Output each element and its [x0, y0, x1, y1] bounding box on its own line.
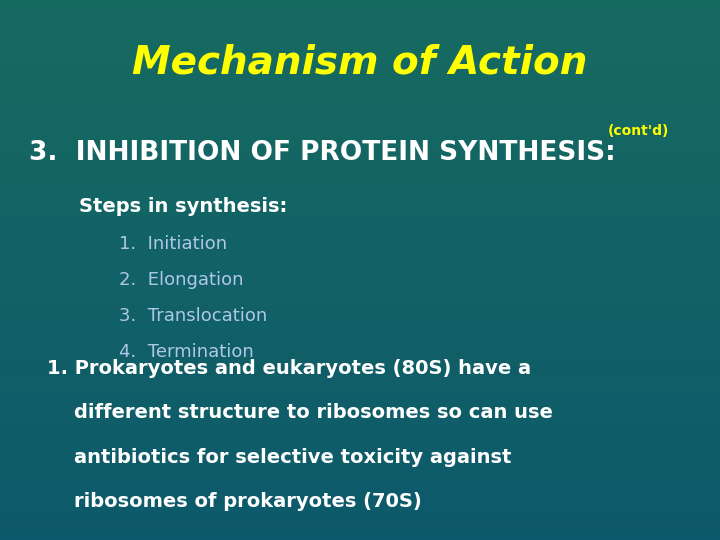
Text: antibiotics for selective toxicity against: antibiotics for selective toxicity again… — [47, 448, 511, 467]
Text: 1.  Initiation: 1. Initiation — [119, 235, 227, 253]
Text: 3.  INHIBITION OF PROTEIN SYNTHESIS:: 3. INHIBITION OF PROTEIN SYNTHESIS: — [29, 140, 616, 166]
Text: Mechanism of Action: Mechanism of Action — [132, 43, 588, 81]
Text: (cont'd): (cont'd) — [608, 124, 670, 138]
Text: 3.  Translocation: 3. Translocation — [119, 307, 267, 325]
Text: 4.  Termination: 4. Termination — [119, 343, 253, 361]
Text: ribosomes of prokaryotes (70S): ribosomes of prokaryotes (70S) — [47, 492, 421, 511]
Text: 2.  Elongation: 2. Elongation — [119, 271, 243, 289]
Text: 1. Prokaryotes and eukaryotes (80S) have a: 1. Prokaryotes and eukaryotes (80S) have… — [47, 359, 531, 378]
Text: Steps in synthesis:: Steps in synthesis: — [79, 197, 287, 216]
Text: different structure to ribosomes so can use: different structure to ribosomes so can … — [47, 403, 553, 422]
